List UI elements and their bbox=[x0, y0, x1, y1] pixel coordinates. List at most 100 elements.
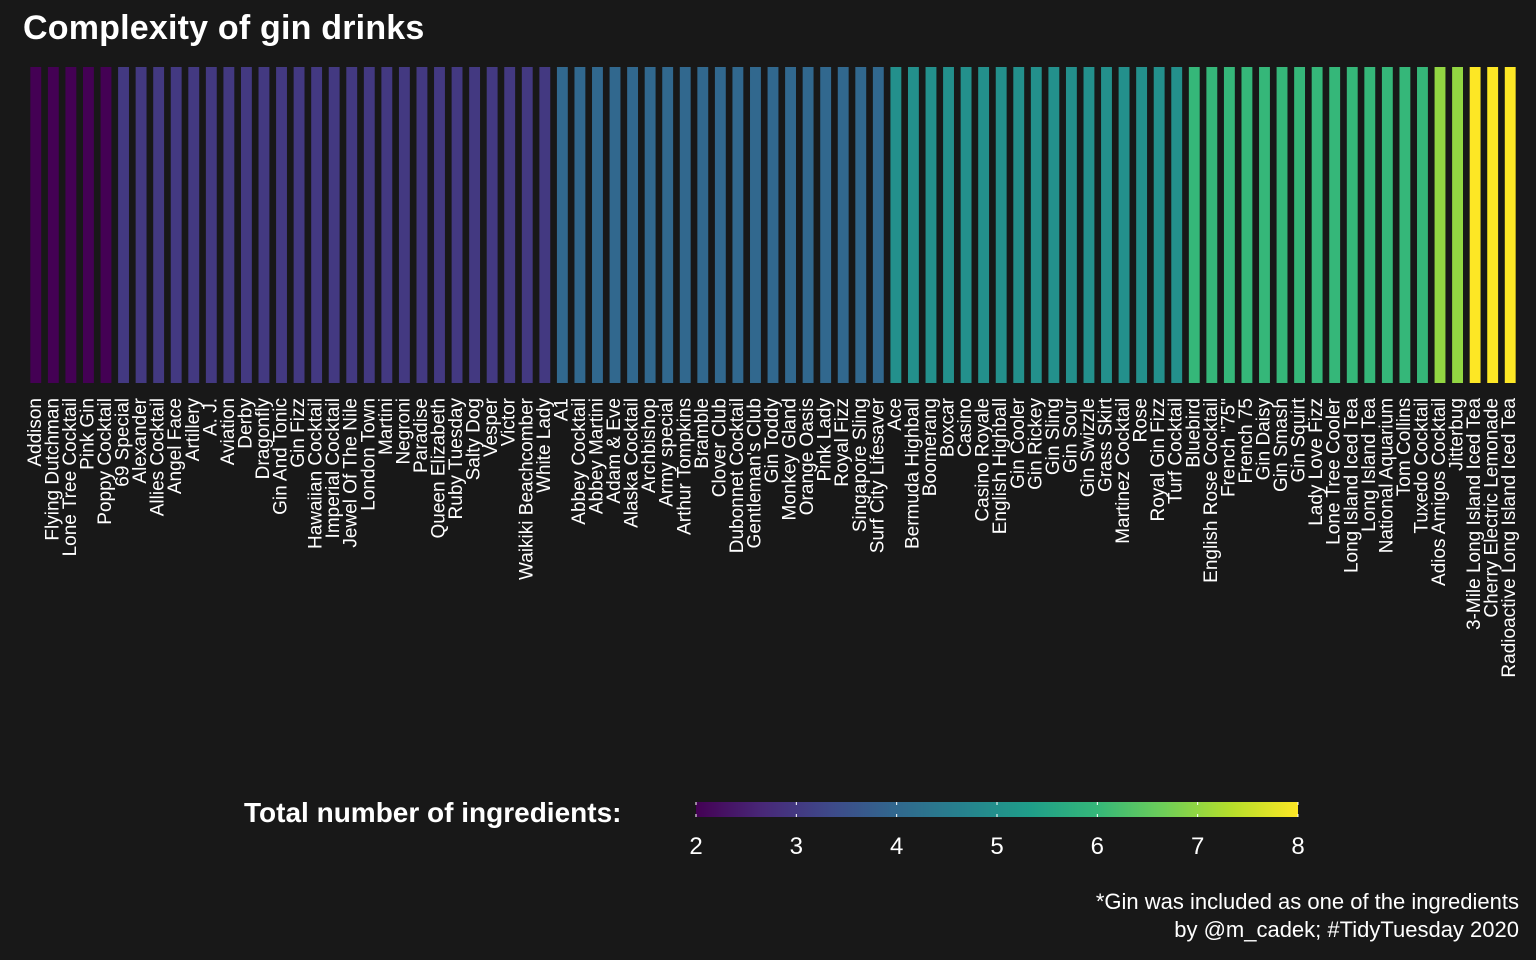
bar-label: Angel Face bbox=[165, 398, 186, 494]
colorbar-title: Total number of ingredients: bbox=[244, 797, 622, 828]
bar-label: Gin Rickey bbox=[1025, 398, 1046, 490]
bar-label: Ruby Tuesday bbox=[446, 398, 467, 520]
bar-label: Arthur Tompkins bbox=[674, 398, 695, 535]
bar-label: French "75" bbox=[1218, 398, 1239, 497]
colorbar-tick-label: 8 bbox=[1291, 833, 1304, 860]
bar-label: Bluebird bbox=[1183, 398, 1204, 468]
bar-label: Poppy Cocktail bbox=[95, 398, 116, 525]
bar bbox=[1241, 67, 1253, 383]
bar-label: Adam & Eve bbox=[604, 398, 625, 504]
bar-label: Artillery bbox=[183, 398, 204, 462]
bar-label: Jitterbug bbox=[1447, 398, 1468, 471]
bar bbox=[1487, 67, 1499, 383]
bar bbox=[943, 67, 954, 383]
bar-label: Gin Swizzle bbox=[1078, 398, 1099, 497]
bar-label: Victor bbox=[499, 397, 520, 446]
bar bbox=[872, 67, 884, 383]
chart-title: Complexity of gin drinks bbox=[23, 9, 425, 47]
bar-label: Boxcar bbox=[938, 397, 959, 457]
bar-label: Pink Gin bbox=[77, 398, 98, 470]
bar bbox=[1136, 67, 1148, 383]
bar bbox=[1030, 67, 1042, 383]
bar-label: Turf Cocktail bbox=[1166, 398, 1187, 504]
bar-label: Abbey Martini bbox=[586, 398, 607, 514]
bar bbox=[135, 67, 147, 383]
bar bbox=[1188, 67, 1200, 383]
bar bbox=[521, 67, 533, 383]
bar-label: Casino Royale bbox=[973, 398, 994, 522]
bar bbox=[1083, 67, 1095, 383]
bar-label: Gin And Tonic bbox=[271, 398, 292, 515]
bar bbox=[381, 67, 393, 383]
bar bbox=[1223, 67, 1235, 383]
bar bbox=[434, 67, 445, 383]
bar bbox=[802, 67, 814, 383]
bar-label: Alaska Cocktail bbox=[622, 398, 643, 528]
bar-label: 3-Mile Long Island Iced Tea bbox=[1464, 398, 1485, 630]
bar bbox=[1276, 67, 1288, 383]
bar bbox=[293, 67, 305, 383]
colorbar-tick-label: 2 bbox=[689, 833, 702, 860]
bar bbox=[469, 67, 481, 383]
bar bbox=[995, 67, 1007, 383]
bar bbox=[1469, 67, 1481, 383]
bar-label: Waikiki Beachcomber bbox=[516, 397, 537, 580]
bar bbox=[1294, 67, 1306, 383]
bar-label: Martini bbox=[376, 398, 397, 455]
bar bbox=[1311, 67, 1323, 383]
bar-label: Derby bbox=[235, 398, 256, 449]
bar bbox=[767, 67, 779, 383]
bar bbox=[697, 67, 709, 383]
bar bbox=[960, 67, 972, 383]
bar-label: Gin Squirt bbox=[1289, 397, 1310, 482]
bar bbox=[486, 67, 498, 383]
bar-label: Jewel Of The Nile bbox=[341, 398, 362, 548]
bar bbox=[1417, 67, 1428, 383]
bar bbox=[398, 67, 410, 383]
bar-label: Pink Lady bbox=[815, 398, 836, 482]
bar bbox=[1504, 67, 1516, 383]
bar-label: Bramble bbox=[692, 398, 713, 469]
bar bbox=[30, 67, 42, 383]
bar-label: Gin Daisy bbox=[1253, 398, 1274, 481]
bar bbox=[592, 67, 603, 383]
bars-group bbox=[30, 67, 1516, 383]
bar bbox=[65, 67, 77, 383]
bar-label: Radioactive Long Island Iced Tea bbox=[1499, 398, 1520, 678]
bar bbox=[714, 67, 726, 383]
bar-label: Negroni bbox=[393, 398, 414, 465]
bar-label: Archbishop bbox=[639, 398, 660, 493]
bar bbox=[311, 67, 323, 383]
bar-label: Abbey Cocktail bbox=[569, 398, 590, 525]
bar bbox=[100, 67, 112, 383]
colorbar-tick-label: 5 bbox=[990, 833, 1003, 860]
bar-label: 69 Special bbox=[113, 398, 134, 487]
bar bbox=[363, 67, 375, 383]
bar bbox=[1171, 67, 1183, 383]
bar-label: Allies Cocktail bbox=[148, 398, 169, 516]
bar-label: Lone Tree Cooler bbox=[1324, 397, 1345, 544]
bar bbox=[170, 67, 182, 383]
bar-label: Gin Fizz bbox=[288, 398, 309, 468]
bar bbox=[1065, 67, 1077, 383]
bar-label: Addison bbox=[25, 398, 46, 467]
bar bbox=[276, 67, 287, 383]
bar-label: Imperial Cocktail bbox=[323, 398, 344, 538]
bar bbox=[346, 67, 358, 383]
bar-label: Gin Toddy bbox=[762, 398, 783, 484]
bar bbox=[1206, 67, 1218, 383]
bar-label: Orange Oasis bbox=[797, 398, 818, 515]
bar-label: Royal Gin Fizz bbox=[1148, 398, 1169, 522]
bar bbox=[556, 67, 568, 383]
bar bbox=[1101, 67, 1112, 383]
bar bbox=[153, 67, 165, 383]
bar-label: Gin Smash bbox=[1271, 398, 1292, 492]
caption-line-2: by @m_cadek; #TidyTuesday 2020 bbox=[1174, 917, 1519, 942]
bar bbox=[574, 67, 586, 383]
bar-label: A. J. bbox=[200, 398, 221, 436]
bar bbox=[1329, 67, 1341, 383]
bar-label: Clover Club bbox=[709, 398, 730, 497]
bar-label: Aviation bbox=[218, 398, 239, 465]
